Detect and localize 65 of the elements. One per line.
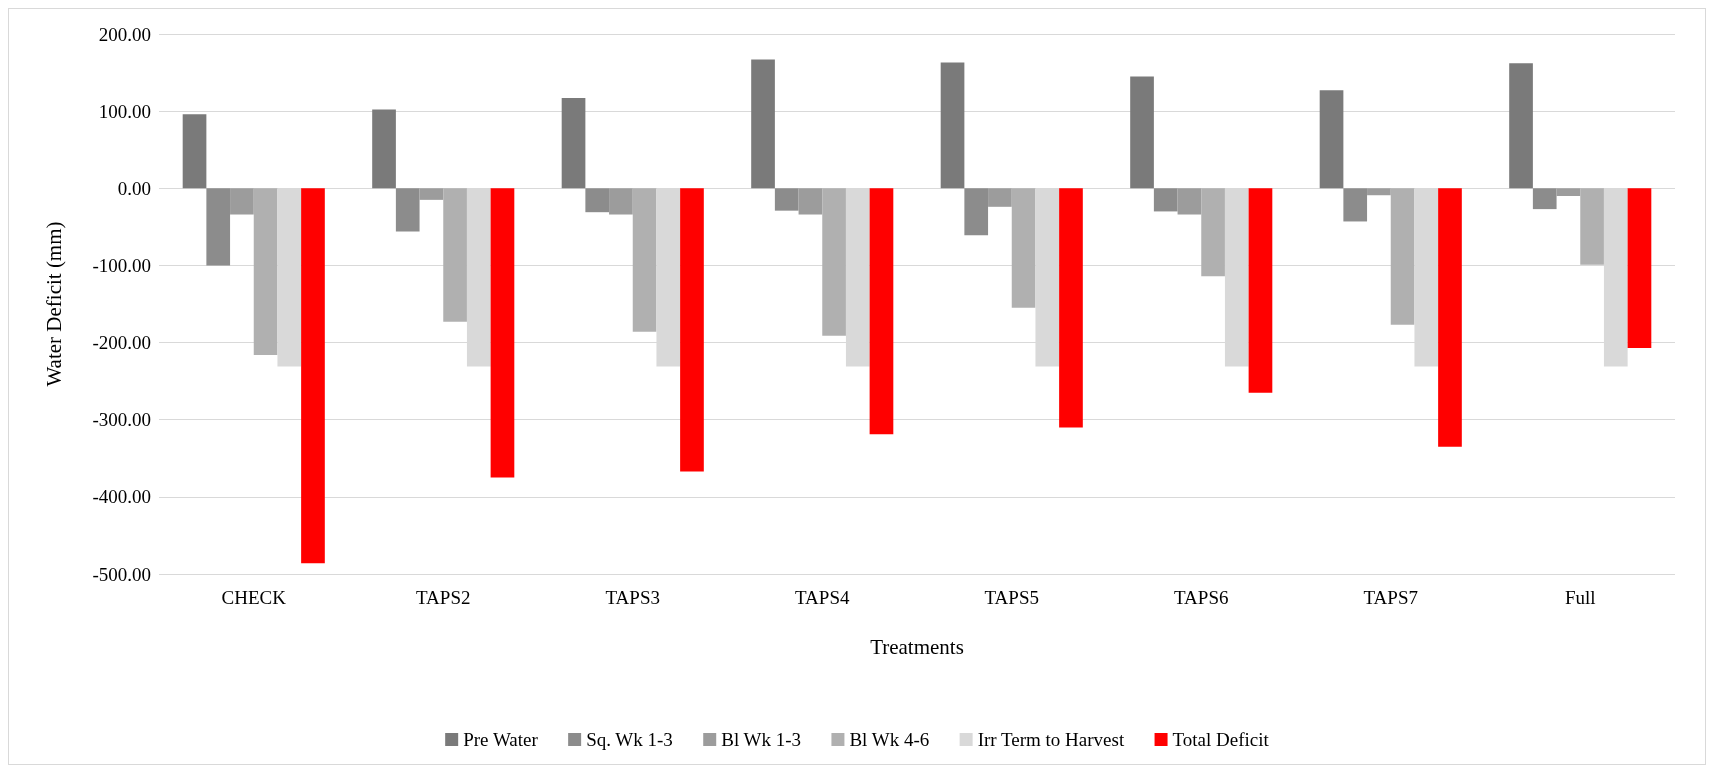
- legend-label: Sq. Wk 1-3: [586, 729, 673, 750]
- bar: [1343, 188, 1368, 222]
- bar: [419, 188, 444, 200]
- bar: [988, 188, 1012, 207]
- bar: [230, 188, 254, 215]
- x-axis-title: Treatments: [870, 634, 964, 659]
- bar: [1390, 188, 1415, 325]
- bar: [1177, 188, 1202, 215]
- x-tick-label: CHECK: [221, 587, 287, 608]
- bar: [632, 188, 657, 332]
- y-tick-label: -200.00: [92, 332, 151, 354]
- bar: [1438, 188, 1462, 447]
- y-tick-label: -400.00: [92, 486, 151, 508]
- bar: [1532, 188, 1557, 210]
- bar: [1011, 188, 1036, 308]
- bar: [1509, 63, 1533, 189]
- bar: [253, 188, 278, 355]
- bar: [277, 188, 302, 367]
- y-tick-label: -100.00: [92, 254, 151, 276]
- bar: [774, 188, 799, 211]
- y-tick-label: -500.00: [92, 563, 151, 585]
- bar: [1367, 188, 1391, 196]
- x-tick-label: TAPS5: [984, 587, 1039, 608]
- bar: [822, 188, 846, 336]
- bar: [395, 188, 420, 232]
- bar: [443, 188, 467, 322]
- y-tick-label: 200.00: [98, 23, 151, 45]
- y-tick-label: -300.00: [92, 409, 151, 431]
- bar: [1627, 188, 1652, 348]
- bar: [1580, 188, 1604, 265]
- bar: [561, 98, 586, 189]
- bar: [751, 59, 775, 189]
- legend-label: Bl Wk 4-6: [849, 729, 930, 750]
- legend-label: Bl Wk 1-3: [721, 729, 802, 750]
- x-tick-label: TAPS6: [1174, 587, 1229, 608]
- bar: [301, 188, 325, 564]
- bar: [1201, 188, 1225, 277]
- legend-label: Total Deficit: [1172, 729, 1270, 750]
- x-tick-label: Full: [1564, 587, 1596, 608]
- bar: [964, 188, 989, 236]
- bar: [798, 188, 823, 215]
- bar: [182, 114, 207, 189]
- y-tick-label: 0.00: [117, 177, 151, 199]
- bar: [1059, 188, 1083, 428]
- bar: [680, 188, 704, 472]
- y-tick-label: 100.00: [98, 100, 151, 122]
- x-tick-label: TAPS3: [605, 587, 660, 608]
- legend-label: Irr Term to Harvest: [977, 729, 1125, 750]
- bar: [1556, 188, 1581, 196]
- x-tick-label: TAPS7: [1363, 587, 1418, 608]
- y-axis-title: Water Deficit (mm): [41, 221, 66, 387]
- bar: [869, 188, 894, 435]
- bar: [609, 188, 633, 215]
- x-tick-label: TAPS4: [795, 587, 850, 608]
- bar: [372, 109, 396, 189]
- bar: [1319, 90, 1344, 189]
- bar: [206, 188, 231, 266]
- bar: [940, 62, 965, 189]
- bar: [585, 188, 610, 213]
- bar: [1248, 188, 1273, 393]
- bar: [1153, 188, 1178, 212]
- bar: [490, 188, 515, 478]
- bar: [1130, 76, 1154, 189]
- x-tick-label: TAPS2: [416, 587, 471, 608]
- legend-label: Pre Water: [463, 729, 539, 750]
